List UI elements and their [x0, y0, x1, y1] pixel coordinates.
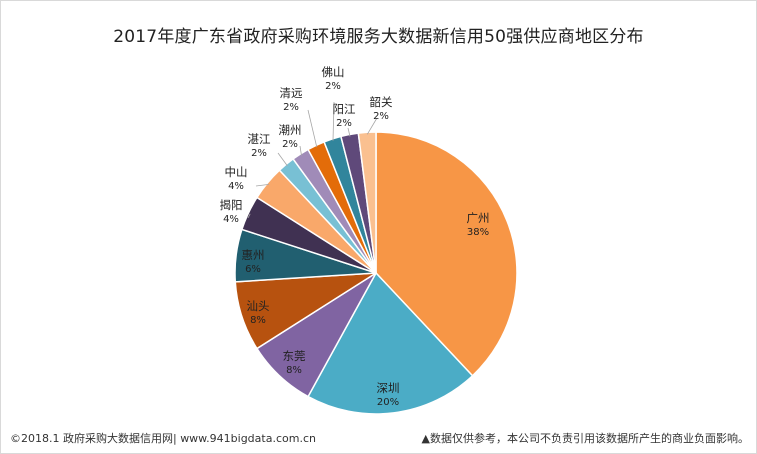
slice-percent-label: 2% — [282, 139, 298, 150]
slice-percent-label: 2% — [251, 148, 267, 159]
pie-slice-2 — [307, 271, 474, 415]
slice-category-label: 中山 — [225, 165, 248, 179]
slice-category-label: 潮州 — [279, 123, 302, 137]
slice-percent-label: 8% — [250, 315, 266, 326]
slice-category-label: 惠州 — [242, 248, 265, 262]
slice-percent-label: 2% — [325, 81, 341, 92]
chart-title: 2017年度广东省政府采购环境服务大数据新信用50强供应商地区分布 — [113, 27, 644, 47]
pie-slice-13 — [357, 131, 377, 274]
slice-category-label: 东莞 — [283, 349, 306, 363]
pie-slice-1 — [375, 131, 518, 377]
leader-line-11 — [332, 101, 335, 141]
slice-percent-label: 4% — [228, 181, 244, 192]
leader-line-9 — [299, 145, 302, 156]
slice-percent-label: 2% — [336, 118, 352, 129]
slice-percent-label: 6% — [245, 264, 261, 275]
slice-percent-label: 8% — [286, 365, 302, 376]
slice-percent-label: 20% — [377, 397, 399, 408]
slice-percent-label: 38% — [467, 227, 489, 238]
leader-line-8 — [277, 152, 288, 167]
slice-category-label: 佛山 — [322, 65, 345, 79]
slice-category-label: 阳江 — [333, 102, 356, 116]
slice-category-label: 韶关 — [370, 95, 393, 109]
leader-line-10 — [307, 109, 318, 148]
footer-copyright: ©2018.1 政府采购大数据信用网| www.941bigdata.com.c… — [10, 432, 316, 445]
slice-category-label: 汕头 — [247, 299, 270, 313]
slice-category-label: 揭阳 — [220, 198, 243, 212]
leader-line-7 — [255, 184, 269, 187]
slice-percent-label: 4% — [223, 214, 239, 225]
slice-category-label: 深圳 — [377, 381, 400, 395]
slice-category-label: 湛江 — [248, 132, 271, 146]
leader-line-12 — [347, 127, 351, 137]
leader-line-6 — [247, 213, 251, 219]
slice-percent-label: 2% — [373, 111, 389, 122]
slice-category-label: 清远 — [280, 86, 303, 100]
slice-percent-label: 2% — [283, 102, 299, 113]
slice-category-label: 广州 — [467, 211, 490, 225]
footer-disclaimer: ▲数据仅供参考，本公司不负责引用该数据所产生的商业负面影响。 — [421, 432, 749, 445]
leader-line-13 — [366, 117, 378, 135]
